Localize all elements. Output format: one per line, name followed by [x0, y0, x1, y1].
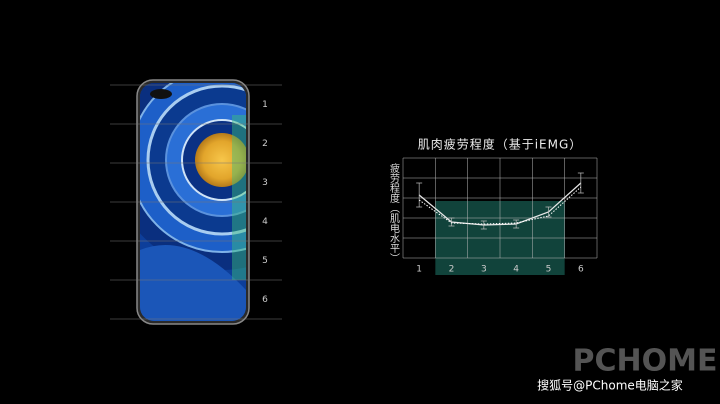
x-tick-label: 3 [481, 265, 487, 275]
error-bar [480, 220, 487, 230]
watermark: PCHOME 搜狐号@PChome电脑之家 [537, 344, 717, 393]
series-line [418, 186, 582, 225]
zone-label: 5 [262, 256, 268, 266]
logo: PCHOME [573, 344, 718, 379]
series-line [418, 182, 582, 226]
error-bar [416, 182, 423, 208]
phone [136, 79, 250, 325]
watermark-text: 搜狐号@PChome电脑之家 [537, 378, 683, 393]
zone-label: 4 [262, 217, 268, 227]
x-tick-label: 1 [416, 265, 422, 275]
x-tick-label: 2 [449, 265, 455, 275]
error-bar [545, 206, 552, 218]
zone-label: 1 [262, 100, 268, 110]
zone-label: 2 [262, 139, 268, 149]
zone-label: 3 [262, 178, 268, 188]
x-tick-label: 5 [546, 265, 552, 275]
chart-title: 肌肉疲劳程度（基于iEMG） [418, 137, 583, 152]
error-bar [448, 217, 455, 227]
x-tick-label: 4 [513, 265, 519, 275]
zone-label: 6 [262, 295, 268, 305]
y-axis-label: 疲劳程度（肌电水平） [388, 162, 400, 263]
error-bar [513, 219, 520, 229]
x-tick-label: 6 [578, 265, 584, 275]
error-bar [577, 172, 584, 194]
